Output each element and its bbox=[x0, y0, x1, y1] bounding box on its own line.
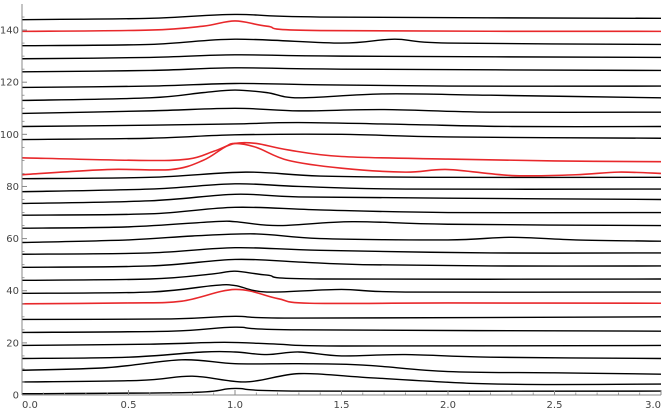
y-tick-label: 40 bbox=[6, 286, 19, 297]
series-line-29 bbox=[21, 20, 662, 33]
y-tick-label: 100 bbox=[0, 130, 19, 141]
series-line-1 bbox=[21, 387, 662, 395]
x-tick-label: 2.0 bbox=[440, 400, 456, 411]
series-line-6 bbox=[21, 326, 662, 334]
x-tick-label: 1.5 bbox=[334, 400, 350, 411]
x-tick-label: 2.5 bbox=[547, 400, 563, 411]
series-line-3 bbox=[21, 359, 662, 375]
series-line-28 bbox=[21, 38, 662, 47]
series-line-8 bbox=[21, 288, 662, 305]
series-line-9 bbox=[21, 284, 662, 295]
x-tick-label: 0.0 bbox=[22, 400, 38, 411]
x-tick-label: 0.5 bbox=[121, 400, 137, 411]
x-tick-label: 1.0 bbox=[227, 400, 243, 411]
series-line-30 bbox=[21, 13, 662, 21]
series-line-10 bbox=[21, 270, 662, 282]
series-line-13 bbox=[21, 233, 662, 244]
series-line-5 bbox=[21, 341, 662, 347]
series-line-21 bbox=[21, 133, 662, 141]
series-line-25 bbox=[21, 82, 662, 89]
series-line-26 bbox=[21, 67, 662, 73]
y-tick-label: 80 bbox=[6, 182, 19, 193]
y-ticks: 0 20 40 60 80 100 120 140 bbox=[0, 16, 27, 402]
series-line-4 bbox=[21, 350, 662, 360]
series-line-14 bbox=[21, 220, 662, 229]
x-tick-label: 3.0 bbox=[645, 400, 661, 411]
y-tick-label: 20 bbox=[6, 338, 19, 349]
series-line-2 bbox=[21, 372, 662, 386]
y-tick-label: 60 bbox=[6, 234, 19, 245]
y-tick-label: 120 bbox=[0, 78, 19, 89]
series-line-15 bbox=[21, 206, 662, 216]
series-line-23 bbox=[21, 107, 662, 115]
y-tick-label: 140 bbox=[0, 26, 19, 37]
series-line-12 bbox=[21, 246, 662, 255]
series-layer bbox=[21, 13, 662, 395]
series-line-7 bbox=[21, 315, 662, 321]
y-tick-label: 0 bbox=[13, 391, 19, 402]
series-line-11 bbox=[21, 258, 662, 268]
series-line-24 bbox=[21, 89, 662, 102]
series-line-20 bbox=[21, 142, 662, 177]
series-line-19 bbox=[21, 141, 662, 163]
series-line-27 bbox=[21, 54, 662, 60]
series-line-18 bbox=[21, 171, 662, 180]
series-line-22 bbox=[21, 121, 662, 128]
x-ticks: 0.0 0.5 1.0 1.5 2.0 2.5 3.0 bbox=[21, 390, 662, 411]
series-line-17 bbox=[21, 183, 662, 193]
series-line-16 bbox=[21, 193, 662, 205]
